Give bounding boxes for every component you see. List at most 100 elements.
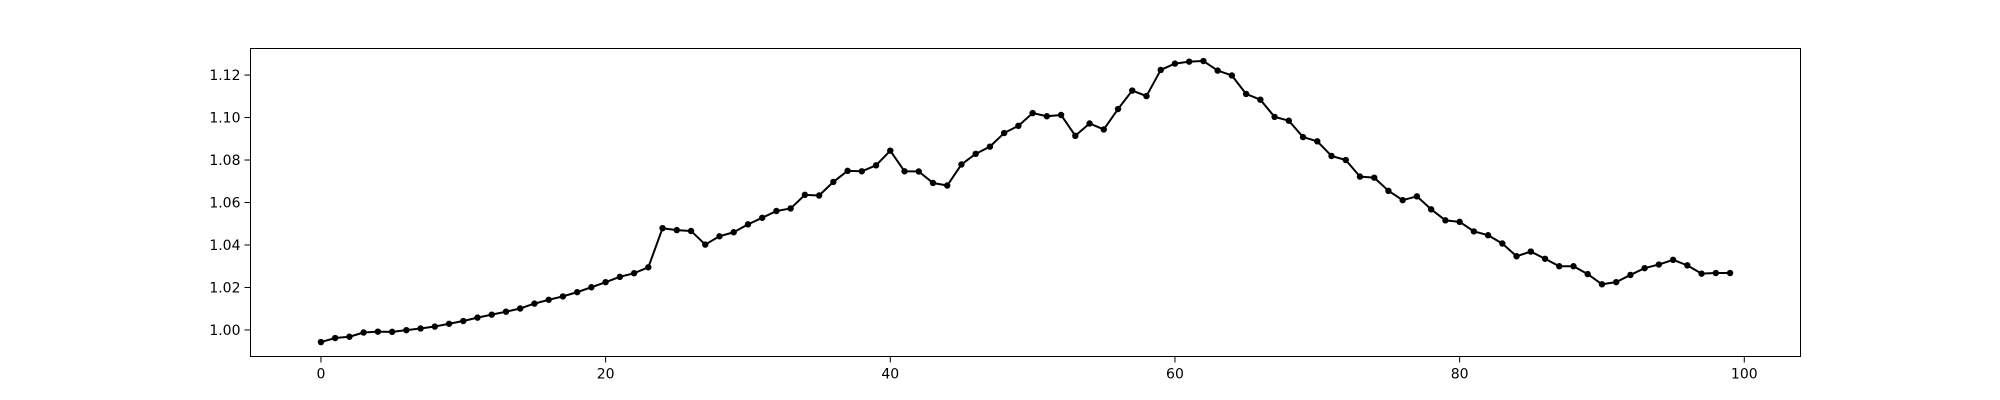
data-point	[1712, 269, 1720, 277]
data-point	[1114, 105, 1122, 113]
data-point	[559, 293, 567, 300]
data-point	[972, 150, 979, 158]
data-point	[1541, 255, 1549, 262]
data-point	[545, 296, 552, 303]
data-point	[517, 305, 524, 312]
data-point	[1399, 196, 1406, 204]
data-point	[1456, 218, 1463, 226]
y-tick-label: 1.08	[209, 153, 240, 169]
data-point	[986, 143, 994, 150]
x-tick-label: 0	[316, 367, 325, 383]
data-point	[1200, 57, 1207, 65]
data-point	[1214, 67, 1221, 74]
y-tick-label: 1.12	[209, 68, 240, 84]
data-point	[1669, 256, 1677, 264]
data-point	[630, 270, 638, 277]
data-point	[403, 326, 410, 334]
data-point	[773, 207, 780, 215]
x-tick-label: 20	[597, 367, 615, 383]
data-point	[1143, 92, 1150, 100]
data-point	[1242, 90, 1250, 98]
data-point	[1484, 232, 1492, 239]
data-point	[1015, 122, 1022, 130]
data-point	[1413, 193, 1421, 200]
data-point	[1726, 269, 1734, 277]
data-point	[1342, 156, 1349, 164]
data-point	[1299, 133, 1307, 141]
data-point	[360, 329, 367, 336]
data-point	[673, 226, 680, 234]
data-point	[331, 334, 339, 342]
data-point	[915, 168, 922, 175]
data-point	[317, 338, 325, 346]
data-point	[1627, 271, 1634, 279]
data-point	[1171, 60, 1179, 67]
y-tick-label: 1.00	[209, 323, 240, 339]
data-point	[1698, 270, 1705, 277]
data-point	[488, 311, 495, 318]
data-point	[1371, 174, 1378, 181]
x-tick-label: 100	[1731, 367, 1758, 383]
data-point	[474, 314, 481, 321]
data-point	[901, 168, 908, 175]
series-layer	[317, 57, 1734, 346]
data-point	[1513, 253, 1520, 260]
series-line	[320, 60, 1731, 344]
data-point	[445, 320, 453, 327]
data-point	[1641, 264, 1648, 272]
data-point	[1057, 111, 1065, 119]
data-point	[1356, 173, 1364, 180]
data-point	[531, 300, 538, 307]
data-point	[616, 273, 624, 281]
data-point	[1570, 263, 1577, 270]
y-tick-label: 1.04	[209, 238, 240, 254]
data-point	[602, 278, 609, 286]
data-point	[1385, 187, 1392, 195]
data-point	[944, 182, 951, 189]
data-point	[645, 264, 652, 271]
data-point	[1157, 66, 1164, 74]
data-point	[1655, 261, 1663, 268]
data-point	[887, 147, 894, 154]
x-tick-label: 60	[1166, 367, 1184, 383]
data-point	[687, 227, 695, 235]
data-point	[502, 308, 510, 315]
data-point	[431, 323, 439, 330]
x-tick-label: 80	[1451, 367, 1469, 383]
data-point	[417, 325, 424, 332]
data-point	[1527, 248, 1534, 255]
data-point	[1584, 270, 1591, 278]
data-point	[1598, 281, 1606, 288]
data-point	[346, 333, 353, 340]
x-tick-label: 40	[881, 367, 899, 383]
data-point	[716, 233, 723, 240]
data-point	[1612, 278, 1620, 286]
data-point	[1442, 217, 1449, 224]
data-point	[1556, 263, 1563, 270]
data-point	[702, 241, 709, 248]
y-tick-label: 1.02	[209, 280, 240, 296]
data-point	[1043, 113, 1051, 120]
data-point	[1470, 228, 1478, 235]
data-point	[1029, 109, 1036, 117]
x-axis: 0 20 40 60 80 100	[316, 356, 1758, 383]
data-point	[1427, 206, 1435, 213]
y-axis: 1.00 1.02 1.04 1.06 1.08 1.10 1.12	[209, 68, 251, 339]
data-point	[858, 168, 866, 175]
data-point	[1285, 117, 1293, 124]
data-point	[787, 205, 794, 212]
data-point	[1499, 240, 1506, 247]
data-point	[929, 179, 937, 187]
data-point	[659, 225, 666, 232]
data-point	[1185, 58, 1193, 65]
data-point	[1000, 129, 1008, 137]
data-point	[1314, 138, 1321, 145]
data-point	[872, 162, 880, 169]
data-point	[1271, 113, 1278, 121]
data-point	[730, 229, 737, 236]
data-point	[1328, 152, 1335, 160]
data-point	[460, 317, 467, 325]
data-point	[1129, 87, 1136, 94]
y-tick-label: 1.06	[209, 196, 240, 212]
